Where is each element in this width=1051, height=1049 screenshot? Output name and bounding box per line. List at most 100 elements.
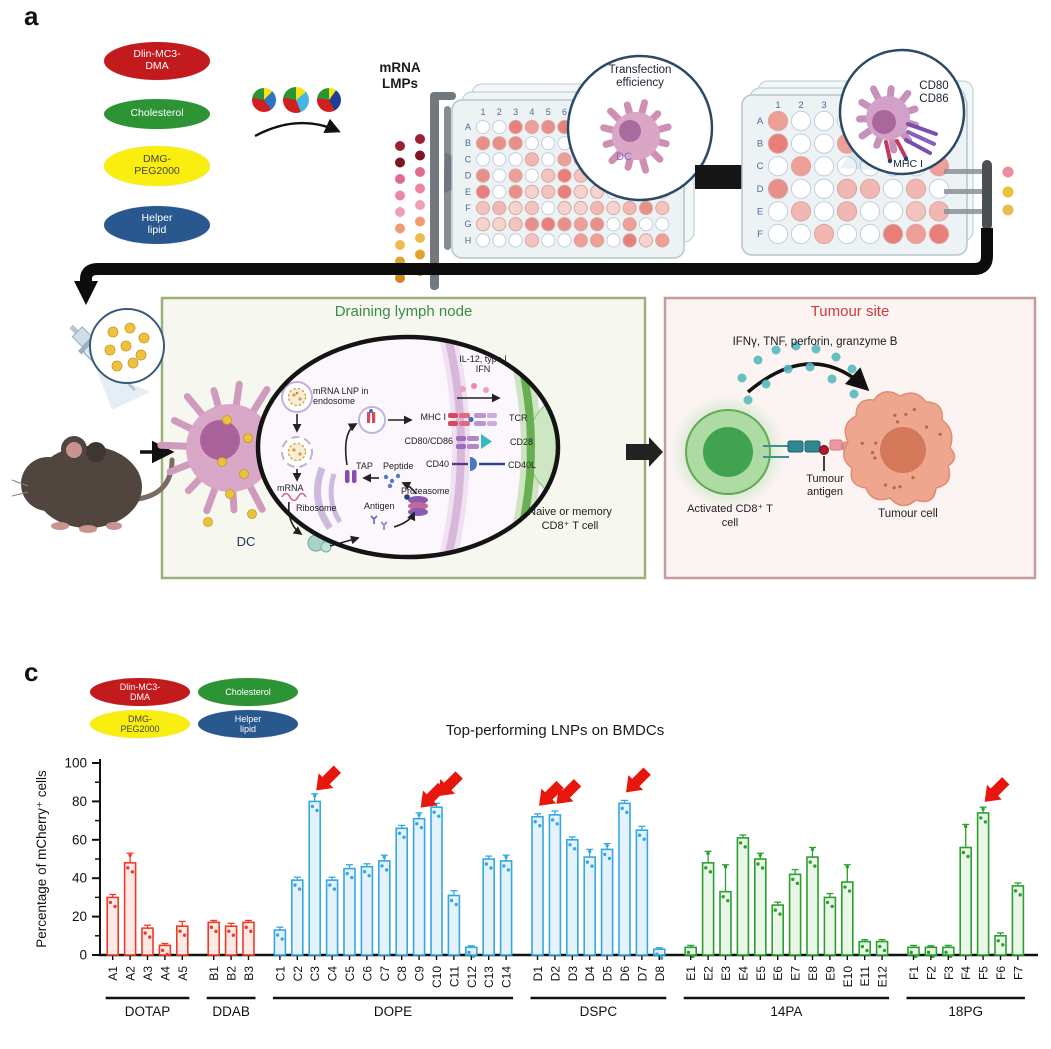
plate-well (557, 184, 572, 199)
plate-well (557, 217, 572, 232)
x-tick-label-E7: E7 (789, 966, 803, 981)
plate-well (767, 133, 789, 154)
replicate-dot (165, 952, 169, 957)
plate-well (524, 184, 540, 199)
tumour-speckle (884, 483, 888, 487)
replicate-dot (860, 944, 865, 949)
x-tick-label-E9: E9 (823, 966, 837, 981)
inset1-title: Transfection efficiency (608, 64, 672, 90)
plate-well (905, 201, 927, 222)
dendritic-cell (600, 99, 672, 174)
replicate-dot (160, 948, 165, 953)
replicate-dot (603, 852, 607, 857)
x-tick-label-A3: A3 (141, 966, 155, 981)
peptide-label: Peptide (383, 461, 414, 471)
tumour-speckle (874, 441, 878, 445)
replicate-dot (417, 813, 421, 817)
x-tick-label-E3: E3 (719, 966, 733, 981)
mouse-illustration (11, 436, 175, 533)
cytokine-dot (847, 364, 857, 374)
replicate-dot (795, 881, 800, 886)
bar-E12 (875, 940, 889, 956)
lnp-dot (127, 357, 139, 369)
plate-well (813, 110, 835, 132)
x-tick-label-F4: F4 (959, 966, 973, 980)
replicate-dot (293, 883, 297, 887)
replicate-dot (659, 956, 664, 960)
panel-a-label: a (24, 1, 39, 31)
lipid-oval-dmg-peg2000: DMG-PEG2000 (104, 146, 210, 186)
plate-well (859, 178, 881, 199)
replicate-dot (178, 929, 182, 933)
plate-well (475, 152, 491, 167)
bar-D5 (600, 848, 614, 956)
plate-well (836, 201, 858, 222)
tumour-speckle (870, 450, 875, 455)
replicate-dot (280, 937, 284, 941)
replicate-dot (706, 851, 710, 856)
lipid-oval-dmg-peg2000: DMG-PEG2000 (90, 710, 190, 738)
replicate-dot (471, 954, 476, 959)
replicate-dot (778, 912, 782, 916)
plate-well (541, 152, 556, 167)
replicate-dot (723, 865, 728, 869)
bar-D6 (618, 802, 631, 956)
tap-transporter-icon (345, 470, 350, 483)
lnp-dot-on-dc (217, 457, 227, 467)
replicate-dot (721, 894, 725, 899)
plate-well (492, 233, 507, 248)
x-tick-label-D2: D2 (548, 966, 562, 982)
plate1-col-label: 3 (513, 107, 518, 117)
group-label-DSPC: DSPC (580, 1004, 618, 1019)
replicate-dot (113, 904, 117, 909)
x-tick-label-D6: D6 (618, 966, 632, 982)
plate-well (508, 119, 523, 135)
plate-well (475, 233, 491, 248)
plate-well (475, 136, 491, 151)
x-tick-label-C12: C12 (465, 966, 479, 988)
replicate-dot (825, 900, 830, 905)
bar-A2 (123, 862, 137, 956)
replicate-dot (275, 933, 280, 937)
panel-c-label: c (24, 657, 39, 687)
formulation-pie-1 (252, 88, 276, 112)
plate-well (638, 233, 654, 248)
replicate-dot (810, 847, 815, 852)
group-label-DDAB: DDAB (212, 1004, 250, 1019)
replicate-dot (590, 864, 594, 868)
replicate-dot (979, 816, 983, 820)
x-tick-label-D1: D1 (531, 966, 545, 982)
replicate-dot (555, 822, 559, 826)
replicate-dot (743, 845, 747, 849)
antigen-icon (370, 515, 378, 524)
tcr-label: TCR (509, 413, 528, 423)
replicate-dot (620, 806, 624, 811)
dc-label: DC (236, 534, 256, 549)
y-tick-label: 80 (72, 794, 87, 809)
lnp-dot (104, 344, 116, 356)
mrna-squiggle (281, 492, 307, 502)
plate-well (524, 119, 540, 135)
group-label-DOPE: DOPE (374, 1004, 412, 1019)
chart-y-axis-label: Percentage of mCherry⁺ cells (34, 770, 49, 948)
replicate-dot (882, 948, 887, 953)
lnp-dot-on-dc (247, 509, 257, 519)
x-tick-label-B2: B2 (225, 966, 239, 981)
replicate-dot (419, 825, 424, 830)
x-tick-label-A2: A2 (124, 966, 138, 981)
replicate-dot (926, 950, 931, 955)
plate-well (573, 184, 588, 199)
lnp-dot-on-dc (222, 415, 232, 425)
bar-D4 (583, 856, 597, 956)
lipid-oval-cholesterol: Cholesterol (198, 678, 298, 706)
highlight-arrow-D1 (539, 780, 564, 806)
plate-well (541, 184, 556, 199)
replicate-dot (467, 950, 471, 955)
replicate-dot (380, 864, 384, 868)
x-tick-label-D8: D8 (653, 966, 667, 982)
plate-well (508, 152, 523, 167)
lnp-dot-on-dc (203, 517, 213, 527)
arrow-pies-to-lmps (254, 118, 341, 138)
tumour-speckle (873, 456, 877, 460)
